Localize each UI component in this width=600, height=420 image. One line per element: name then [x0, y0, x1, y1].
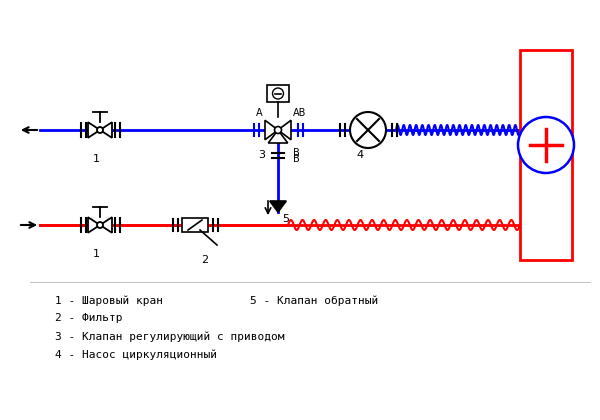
- Circle shape: [97, 127, 103, 133]
- Circle shape: [275, 126, 281, 134]
- Bar: [267, 85, 289, 102]
- Circle shape: [350, 112, 386, 148]
- Text: 1: 1: [92, 154, 100, 164]
- Text: A: A: [256, 108, 263, 118]
- Polygon shape: [268, 130, 288, 143]
- Text: B: B: [293, 154, 300, 164]
- Polygon shape: [270, 201, 286, 212]
- Circle shape: [272, 88, 284, 99]
- Circle shape: [97, 222, 103, 228]
- Polygon shape: [88, 217, 100, 233]
- Polygon shape: [265, 120, 278, 140]
- Text: 1: 1: [92, 249, 100, 259]
- Text: B: B: [293, 148, 300, 158]
- Text: 3 - Клапан регулирующий с приводом: 3 - Клапан регулирующий с приводом: [55, 331, 284, 341]
- Polygon shape: [88, 122, 100, 138]
- Text: 4 - Насос циркуляционный: 4 - Насос циркуляционный: [55, 349, 217, 360]
- Text: 3: 3: [259, 150, 266, 160]
- Text: 1 - Шаровый кран: 1 - Шаровый кран: [55, 295, 163, 305]
- Text: 4: 4: [356, 150, 364, 160]
- Text: AB: AB: [293, 108, 307, 118]
- Polygon shape: [100, 122, 112, 138]
- Polygon shape: [100, 217, 112, 233]
- Text: 5: 5: [282, 214, 289, 224]
- Text: 2: 2: [202, 255, 209, 265]
- Polygon shape: [278, 120, 291, 140]
- Text: 5 - Клапан обратный: 5 - Клапан обратный: [250, 295, 378, 305]
- Circle shape: [518, 117, 574, 173]
- Bar: [520, 50, 572, 260]
- Text: 2 - Фильтр: 2 - Фильтр: [55, 313, 122, 323]
- Bar: [182, 218, 208, 232]
